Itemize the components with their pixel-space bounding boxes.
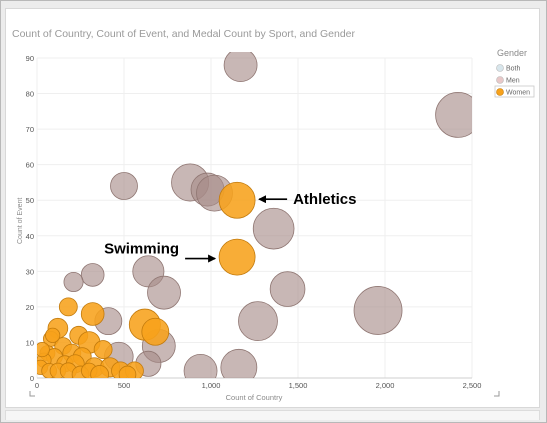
bubble-women[interactable] <box>80 302 105 326</box>
legend-label: Men <box>506 78 520 85</box>
legend-item-men[interactable]: Men <box>496 76 520 85</box>
x-axis-ticks: 0 500 1,000 1,500 2,000 2,500 <box>35 381 481 390</box>
y-axis-ticks: 0 10 20 30 40 50 60 70 80 90 <box>26 54 34 383</box>
legend-label: Both <box>506 66 521 73</box>
legend-label: Women <box>506 90 530 97</box>
y-tick-label: 40 <box>26 232 34 241</box>
bubble-men[interactable] <box>238 301 278 342</box>
corner-mark-bottom-left <box>29 391 35 397</box>
y-tick-label: 20 <box>26 303 34 312</box>
legend-title: Gender <box>497 48 527 58</box>
x-tick-label: 1,000 <box>202 381 221 390</box>
y-tick-label: 60 <box>26 161 34 170</box>
bubble-women[interactable] <box>93 340 113 359</box>
x-axis-label: Count of Country <box>226 393 283 402</box>
bubble-women[interactable] <box>35 341 50 358</box>
y-tick-label: 10 <box>26 338 34 347</box>
bubble-men[interactable] <box>110 172 138 200</box>
bubble-women[interactable] <box>58 297 78 317</box>
annotation-athletics: Athletics <box>258 191 356 208</box>
bubble-men[interactable] <box>353 286 403 335</box>
y-tick-label: 90 <box>26 54 34 63</box>
y-tick-label: 70 <box>26 125 34 134</box>
grid <box>36 57 473 379</box>
bubble-women[interactable] <box>218 238 256 276</box>
corner-mark-bottom-right <box>494 391 500 397</box>
chart-title: Count of Country, Count of Event, and Me… <box>12 28 356 40</box>
bubble-men[interactable] <box>269 271 306 307</box>
annotation-label: Athletics <box>293 191 356 208</box>
y-tick-label: 0 <box>30 374 34 383</box>
legend-swatch <box>496 88 504 96</box>
bottom-strip <box>5 410 540 420</box>
bubble-women[interactable] <box>45 327 61 343</box>
y-tick-label: 80 <box>26 90 34 99</box>
legend-item-women[interactable]: Women <box>494 85 535 98</box>
bubble-men[interactable] <box>80 263 105 287</box>
annotations: Athletics Swimming <box>104 191 356 263</box>
bubble-women[interactable] <box>118 365 137 383</box>
bubble-women[interactable] <box>90 365 110 383</box>
annotation-swimming: Swimming <box>104 241 217 263</box>
annotation-label: Swimming <box>104 241 179 258</box>
legend-selection-box <box>494 85 535 98</box>
bubble-men[interactable] <box>223 49 258 83</box>
bubble-women[interactable] <box>141 317 170 346</box>
x-tick-label: 1,500 <box>289 381 308 390</box>
y-tick-label: 30 <box>26 267 34 276</box>
y-tick-label: 50 <box>26 196 34 205</box>
x-tick-label: 2,000 <box>376 381 395 390</box>
bubble-men[interactable] <box>435 91 481 138</box>
legend-swatch <box>496 64 504 72</box>
bubble-men[interactable] <box>252 207 295 250</box>
legend: Gender Both Men Women <box>494 48 535 98</box>
bubble-women[interactable] <box>218 181 256 219</box>
legend-swatch <box>496 76 504 84</box>
bubble-men[interactable] <box>147 275 181 310</box>
bubble-men[interactable] <box>63 271 84 292</box>
x-tick-label: 500 <box>118 381 131 390</box>
y-axis-label: Count of Event <box>17 198 24 244</box>
x-tick-label: 0 <box>35 381 39 390</box>
bubble-men[interactable] <box>220 348 258 385</box>
bubble-men[interactable] <box>183 353 218 387</box>
legend-item-both[interactable]: Both <box>496 64 521 73</box>
x-tick-label: 2,500 <box>463 381 482 390</box>
bubbles <box>35 49 481 387</box>
